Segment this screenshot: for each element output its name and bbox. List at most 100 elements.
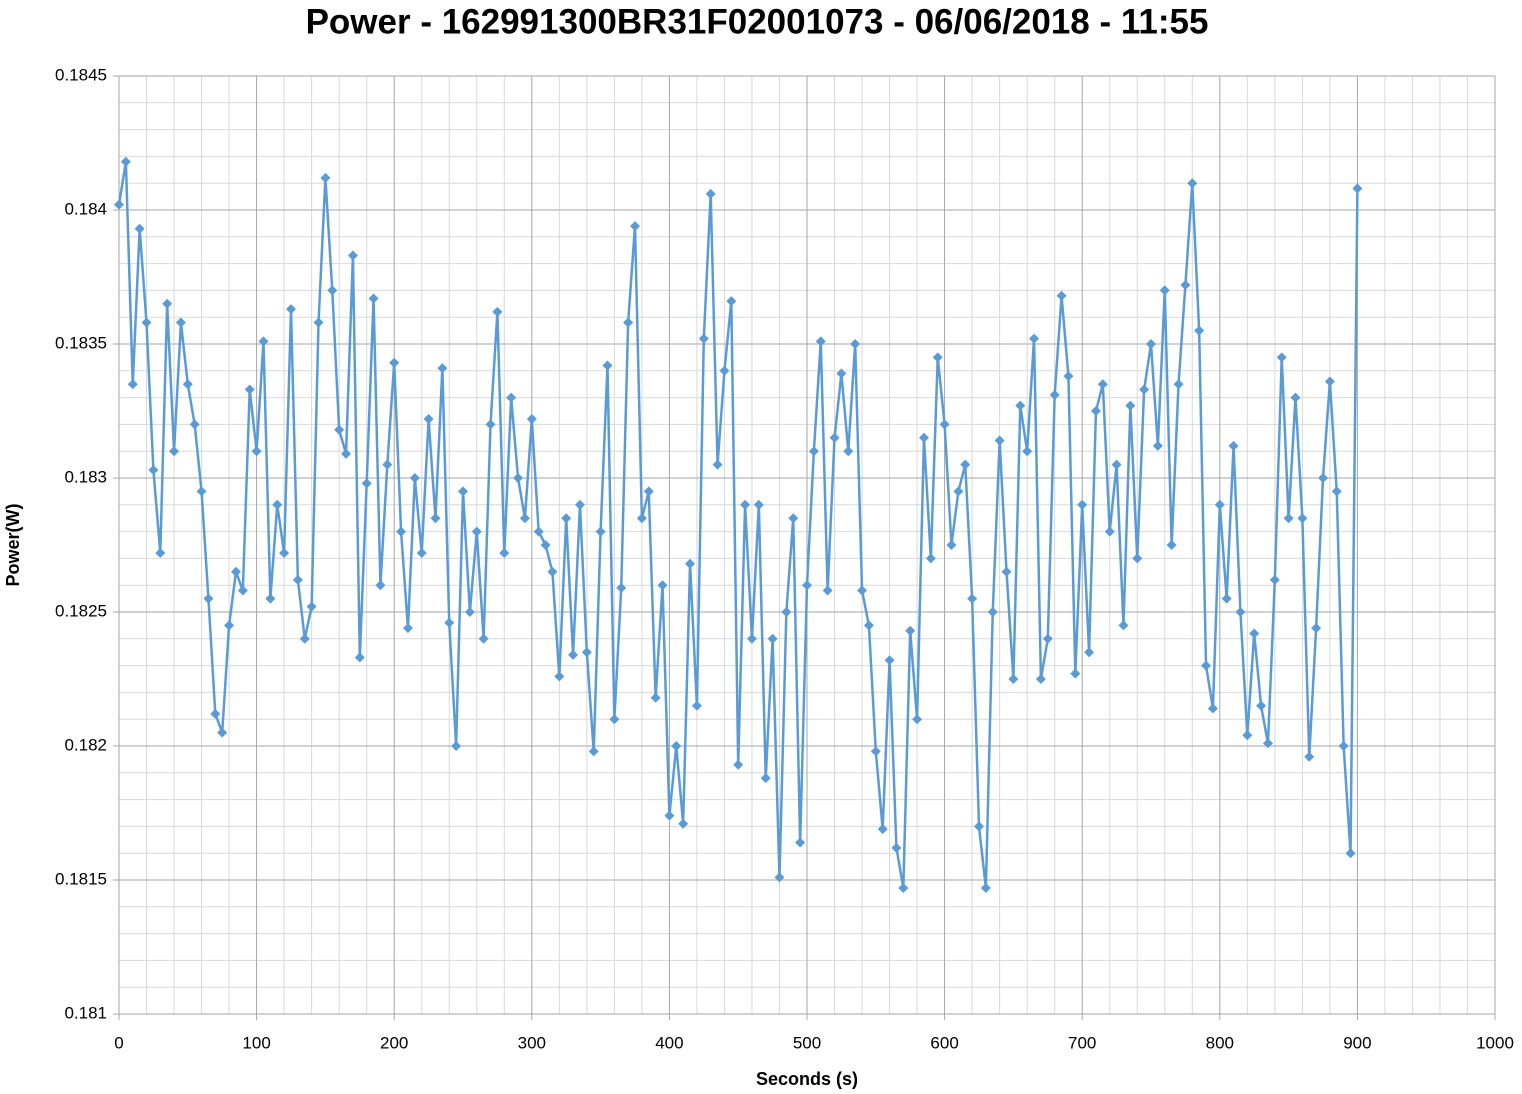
data-point <box>464 607 475 617</box>
series-line <box>117 160 1359 890</box>
data-point <box>980 883 991 894</box>
data-point <box>1139 384 1150 395</box>
data-point <box>347 250 358 261</box>
data-point <box>960 459 971 470</box>
data-point <box>1262 738 1273 749</box>
data-point <box>1269 574 1280 585</box>
data-point <box>451 741 462 751</box>
data-point <box>506 392 517 403</box>
data-point <box>423 414 434 425</box>
data-point <box>1077 499 1088 510</box>
data-point <box>760 773 771 784</box>
data-point <box>1022 446 1033 457</box>
data-point <box>740 499 751 510</box>
data-point <box>224 620 235 631</box>
data-point <box>299 633 310 644</box>
data-point <box>581 647 592 658</box>
data-point <box>1132 553 1143 564</box>
data-point <box>1318 473 1328 483</box>
data-point <box>1118 620 1129 631</box>
data-point <box>1256 700 1267 711</box>
data-point <box>237 585 248 596</box>
data-point <box>719 365 730 376</box>
data-point <box>568 649 579 660</box>
data-point <box>802 580 812 591</box>
data-point <box>1049 389 1060 400</box>
data-point <box>691 700 702 711</box>
data-point <box>292 574 303 585</box>
data-point <box>967 593 978 604</box>
data-point <box>891 842 902 853</box>
data-point <box>774 872 785 883</box>
data-point <box>1070 668 1081 679</box>
data-point <box>1242 730 1253 741</box>
data-point <box>664 810 675 821</box>
data-point <box>148 464 159 475</box>
data-point <box>925 553 936 564</box>
data-point <box>265 593 276 604</box>
data-point <box>471 526 482 537</box>
data-point <box>616 582 627 593</box>
data-point <box>870 746 881 757</box>
data-point <box>1125 400 1136 411</box>
data-point <box>1166 540 1177 550</box>
x-tick-label: 100 <box>242 1033 270 1052</box>
data-point <box>994 435 1005 446</box>
data-point <box>946 540 957 550</box>
data-point <box>808 446 819 457</box>
data-point <box>863 620 874 631</box>
y-axis-title: Power(W) <box>3 503 23 586</box>
data-point <box>354 652 365 663</box>
data-point <box>1276 352 1287 363</box>
data-point <box>1338 741 1349 751</box>
data-point <box>402 623 413 634</box>
data-point <box>705 188 716 199</box>
x-tick-label: 200 <box>380 1033 408 1052</box>
data-point <box>341 448 352 459</box>
x-tick-label: 0 <box>114 1033 123 1052</box>
minor-grid <box>119 76 1495 1014</box>
data-point <box>795 837 806 848</box>
data-point <box>1146 339 1156 349</box>
data-point <box>1235 607 1246 617</box>
y-tick-label: 0.1825 <box>55 601 107 620</box>
plot <box>114 156 1363 894</box>
x-tick-label: 600 <box>930 1033 958 1052</box>
data-point <box>733 759 744 770</box>
y-tick-label: 0.1835 <box>55 333 107 352</box>
data-point <box>1042 633 1053 644</box>
data-point <box>217 727 228 738</box>
data-point <box>485 419 496 430</box>
data-point <box>1304 751 1315 762</box>
data-point <box>258 336 269 347</box>
data-point <box>1015 400 1026 411</box>
y-tick-label: 0.181 <box>64 1003 107 1022</box>
data-point <box>1324 376 1335 387</box>
x-tick-label: 300 <box>518 1033 546 1052</box>
x-tick-label: 400 <box>655 1033 683 1052</box>
x-axis-title: Seconds (s) <box>756 1069 858 1089</box>
data-point <box>636 513 647 524</box>
x-tick-label: 700 <box>1068 1033 1096 1052</box>
data-point <box>939 419 950 430</box>
data-point <box>127 379 138 390</box>
y-tick-label: 0.1845 <box>55 65 107 84</box>
data-point <box>788 513 799 524</box>
data-point <box>698 333 709 344</box>
y-tick-label: 0.183 <box>64 467 107 486</box>
data-point <box>1228 440 1239 451</box>
data-point <box>203 593 214 604</box>
data-point <box>671 741 682 751</box>
data-point <box>623 317 634 328</box>
data-point <box>836 368 847 379</box>
data-point <box>1331 486 1342 497</box>
y-tick-label: 0.1815 <box>55 869 107 888</box>
data-point <box>327 285 338 296</box>
data-point <box>630 221 640 232</box>
data-point <box>526 414 537 425</box>
data-point <box>444 617 455 628</box>
data-point <box>554 671 565 682</box>
data-point <box>1201 660 1212 671</box>
y-tick-label: 0.182 <box>64 735 107 754</box>
data-point <box>1097 379 1108 390</box>
